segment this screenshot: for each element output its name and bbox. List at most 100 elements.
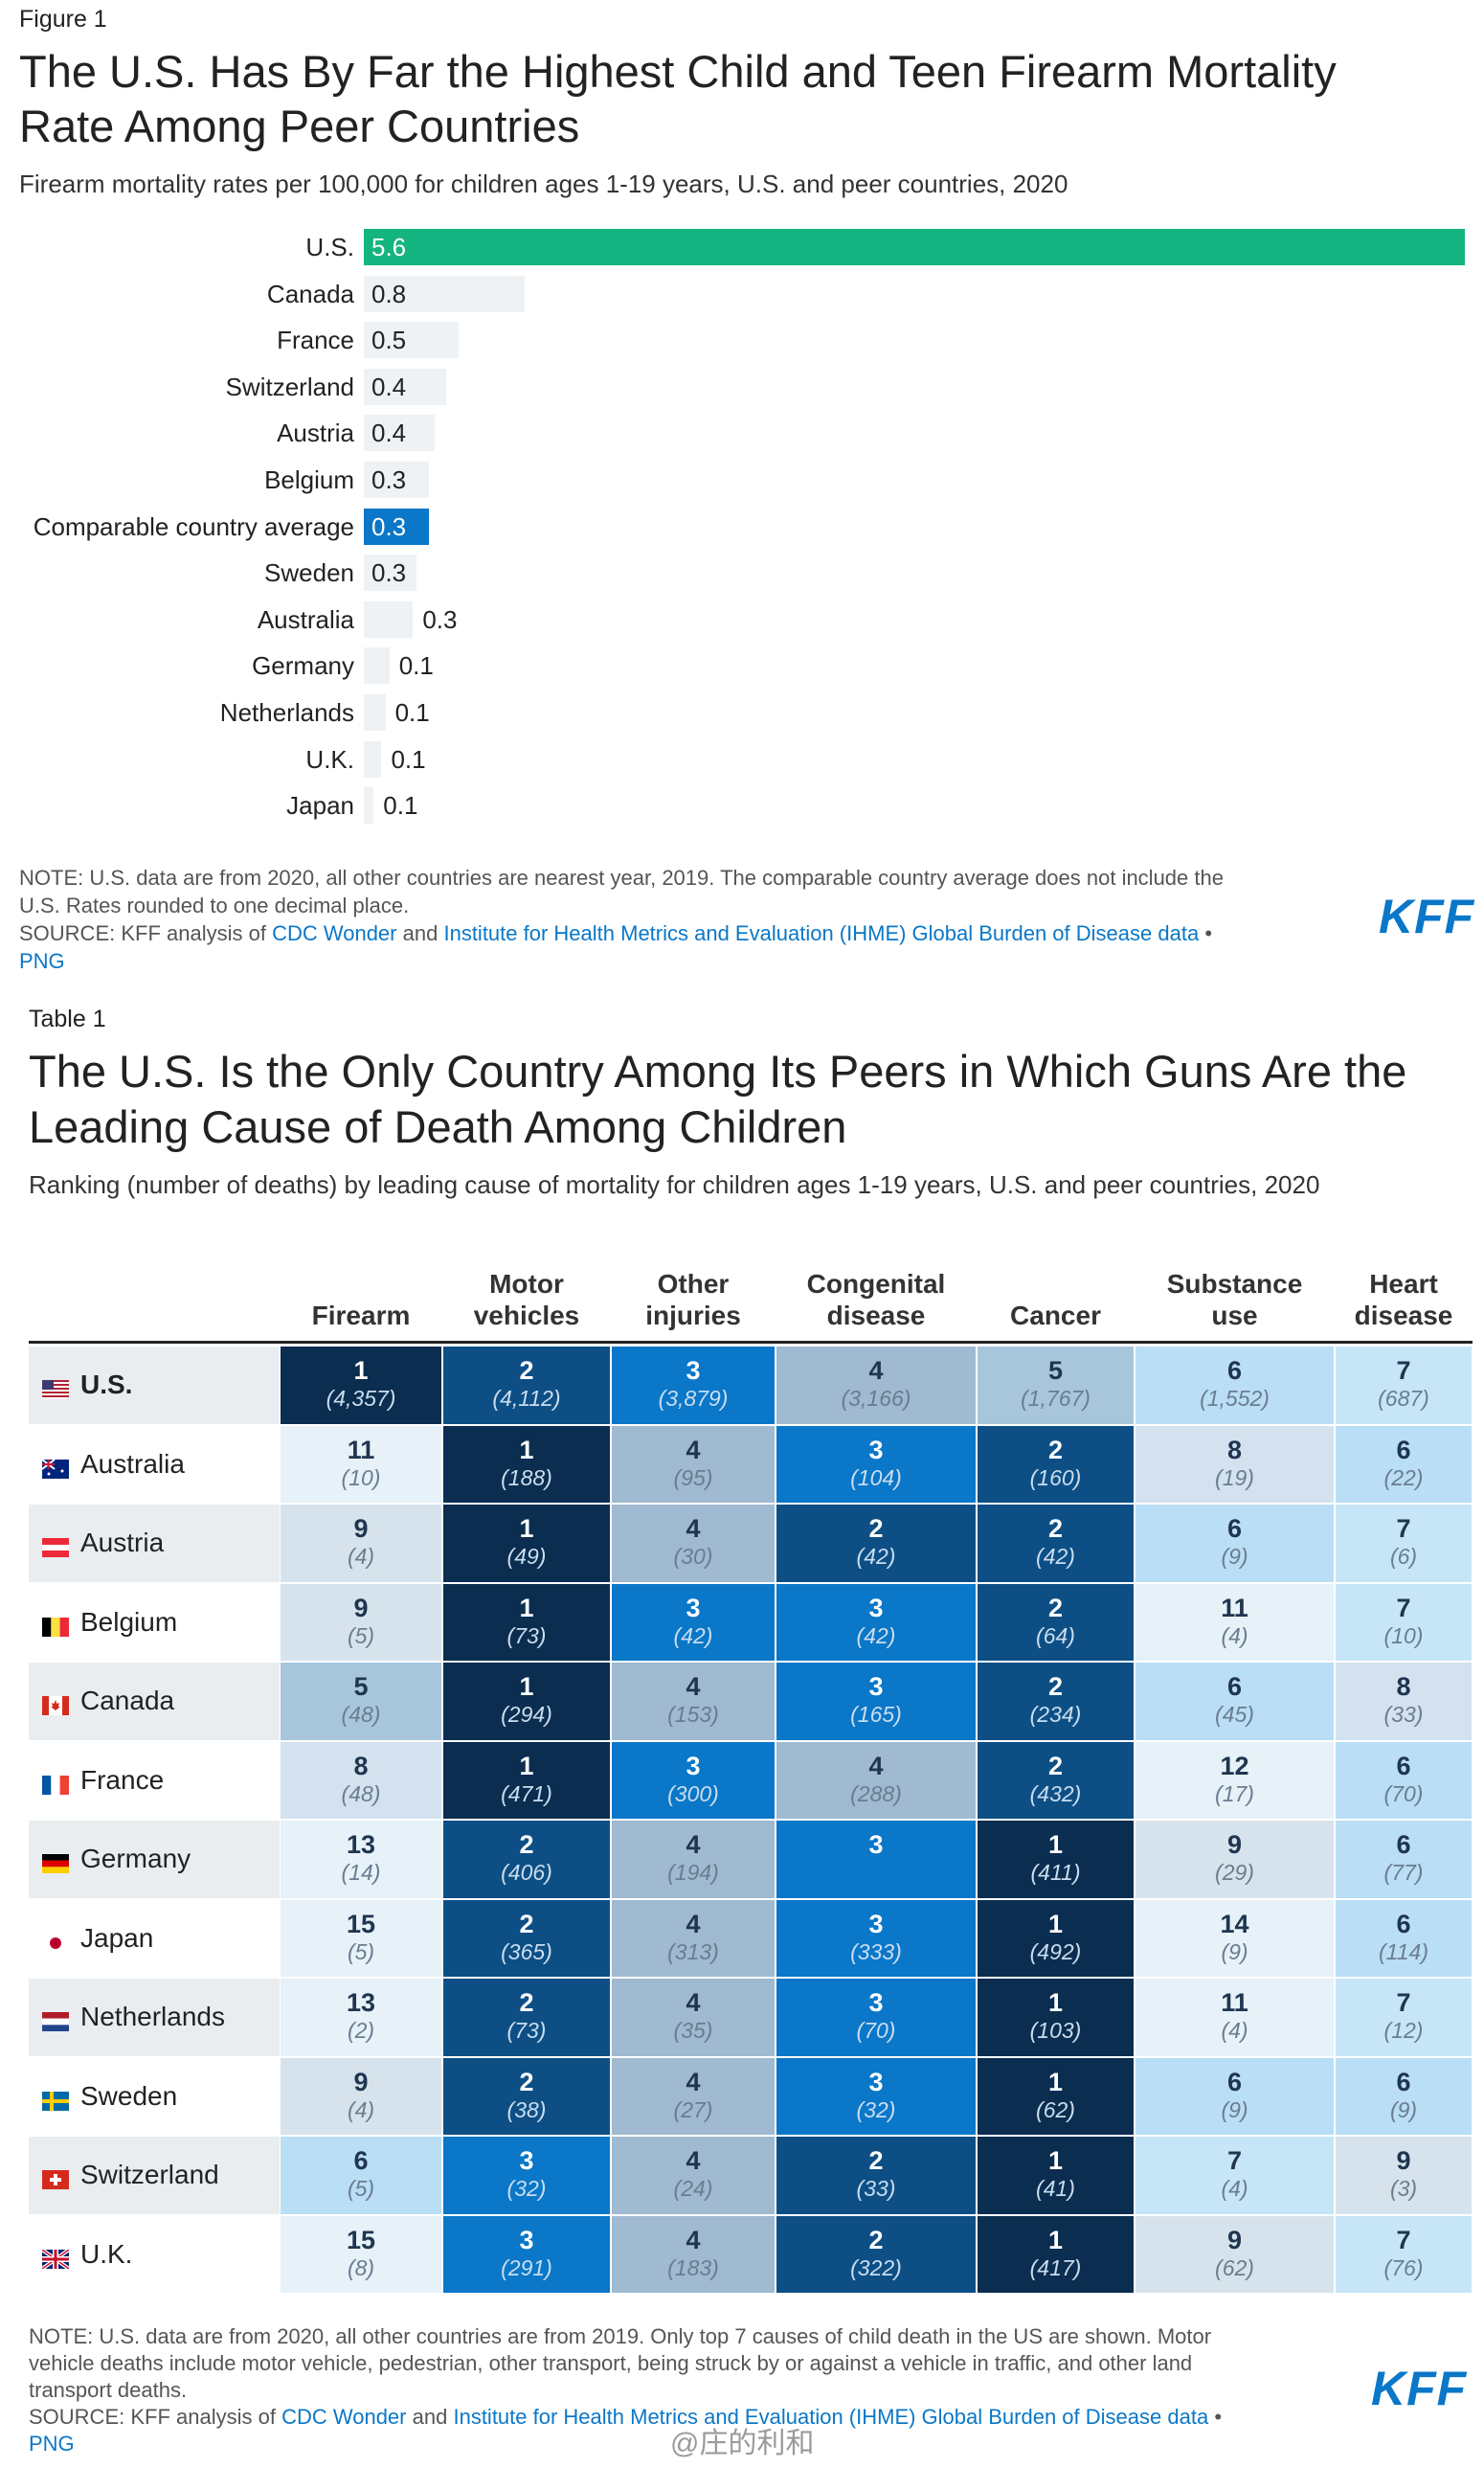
cell-death-count: (70) (856, 2018, 896, 2043)
table-cell: 11 (4) (1135, 1979, 1334, 2056)
table-cell: 4 (153) (612, 1663, 775, 1740)
table-cell: 5 (1,767) (978, 1347, 1134, 1424)
cell-rank: 3 (868, 1830, 884, 1859)
cell-death-count: (153) (667, 1702, 719, 1727)
figure-png-link[interactable]: PNG (19, 949, 65, 973)
table-cell: 9 (4) (281, 2057, 441, 2135)
cell-death-count: (76) (1383, 2254, 1424, 2280)
cell-death-count: (73) (506, 2018, 547, 2043)
country-name: Netherlands (80, 2002, 225, 2032)
cell-rank: 6 (1226, 1514, 1243, 1543)
cell-death-count: (48) (341, 1780, 381, 1806)
bar-row: Belgium 0.3 (0, 461, 1484, 499)
cdc-wonder-link[interactable]: CDC Wonder (272, 921, 397, 945)
cell-rank: 9 (1396, 2146, 1411, 2175)
column-header-line1: Other (657, 1269, 730, 1299)
cell-death-count: (333) (850, 1938, 902, 1964)
cell-rank: 6 (1396, 1830, 1411, 1859)
country-name: U.S. (80, 1370, 133, 1400)
flag-icon (42, 1691, 69, 1716)
bar-row: Sweden 0.3 (0, 554, 1484, 592)
bar (364, 555, 417, 592)
cell-death-count: (114) (1379, 1938, 1428, 1964)
cell-rank: 2 (519, 1988, 534, 2017)
cell-rank: 2 (1047, 1672, 1064, 1701)
cell-rank: 1 (1047, 1988, 1064, 2017)
table-cell: 1 (492) (978, 1899, 1134, 1977)
cell-death-count: (183) (667, 2254, 719, 2280)
table-cell: 11 (10) (281, 1425, 441, 1503)
column-header-line1: Motor (489, 1269, 564, 1299)
table-cell: 2 (406) (443, 1821, 610, 1898)
table-cell: 4 (95) (612, 1425, 775, 1503)
table-cell: 11 (4) (1135, 1583, 1334, 1661)
table-cell: 4 (194) (612, 1821, 775, 1898)
kff-logo: KFF (1379, 890, 1475, 943)
cell-rank: 15 (346, 1909, 376, 1938)
column-header-text: Substance use (1167, 1268, 1303, 1331)
bar-category-label: Sweden (264, 558, 354, 588)
flag-icon (42, 2165, 69, 2190)
cell-death-count: (4) (347, 1544, 375, 1569)
cell-rank: 3 (868, 1988, 884, 2017)
figure-title-line1: The U.S. Has By Far the Highest Child an… (19, 46, 1337, 97)
table-cell: 6 (5) (281, 2137, 441, 2214)
cell-rank: 2 (519, 1909, 534, 1938)
ihme-link[interactable]: Institute for Health Metrics and Evaluat… (443, 921, 1200, 945)
cell-death-count: (22) (1383, 1464, 1424, 1490)
cell-rank: 3 (868, 1672, 884, 1701)
figure-note-line1: NOTE: U.S. data are from 2020, all other… (19, 866, 1224, 890)
bar-value-label: 0.1 (391, 744, 426, 774)
cell-rank: 4 (686, 1435, 701, 1464)
cell-rank: 1 (1047, 2146, 1064, 2175)
flag-icon (42, 2087, 69, 2111)
bar (364, 462, 429, 498)
table-cell: 14 (9) (1135, 1899, 1334, 1977)
cell-rank: 9 (353, 1514, 369, 1543)
cell-death-count: (70) (1383, 1780, 1424, 1806)
bar-category-label: France (277, 326, 354, 355)
cell-death-count: (294) (501, 1702, 552, 1727)
cell-death-count: (4,112) (492, 1386, 561, 1411)
cell-death-count: (17) (1215, 1780, 1254, 1806)
cell-rank: 6 (1226, 1356, 1243, 1385)
table-cell: 3 (32) (443, 2137, 610, 2214)
table-cdc-wonder-link[interactable]: CDC Wonder (281, 2405, 407, 2429)
cell-rank: 1 (519, 1593, 534, 1622)
bar-value-label: 0.1 (383, 791, 418, 821)
column-header-text: Cancer (1010, 1300, 1101, 1331)
cell-rank: 1 (353, 1356, 369, 1385)
country-name: Belgium (80, 1606, 178, 1637)
table-cell: 2 (4,112) (443, 1347, 610, 1424)
bar-category-label: Belgium (264, 465, 354, 494)
cell-death-count: (24) (673, 2176, 713, 2201)
cell-rank: 1 (1047, 1830, 1064, 1859)
cell-death-count: (3,879) (658, 1386, 729, 1411)
cell-rank: 11 (1221, 1593, 1248, 1622)
cell-death-count: (288) (850, 1780, 902, 1806)
table-cell: 9 (29) (1135, 1821, 1334, 1898)
table-cell: 7 (6) (1336, 1505, 1472, 1582)
cell-death-count: (234) (1029, 1702, 1082, 1727)
cell-death-count: (103) (1029, 2018, 1082, 2043)
table-cell: 4 (24) (612, 2137, 775, 2214)
cell-death-count: (45) (1215, 1702, 1254, 1727)
bar (364, 368, 447, 405)
table-source-prefix: SOURCE: KFF analysis of (29, 2405, 276, 2429)
cell-rank: 4 (686, 1672, 701, 1701)
cell-death-count: (6) (1389, 1544, 1418, 1569)
cell-death-count: (160) (1029, 1464, 1082, 1490)
column-header-line1: Substance (1166, 1269, 1303, 1299)
flag-icon (42, 1849, 69, 1874)
table-cell: 1 (188) (443, 1425, 610, 1503)
table-png-link[interactable]: PNG (29, 2432, 75, 2456)
cell-rank: 1 (1047, 1909, 1064, 1938)
table-ihme-link[interactable]: Institute for Health Metrics and Evaluat… (453, 2405, 1209, 2429)
cell-death-count: (322) (850, 2254, 902, 2280)
bar-row: Comparable country average 0.3 (0, 508, 1484, 546)
cell-rank: 5 (1047, 1356, 1064, 1385)
table-row: Netherlands (29, 1979, 280, 2056)
table-cell: 6 (77) (1336, 1821, 1472, 1898)
flag-icon (42, 1375, 69, 1400)
table-source-and: and (412, 2405, 448, 2429)
